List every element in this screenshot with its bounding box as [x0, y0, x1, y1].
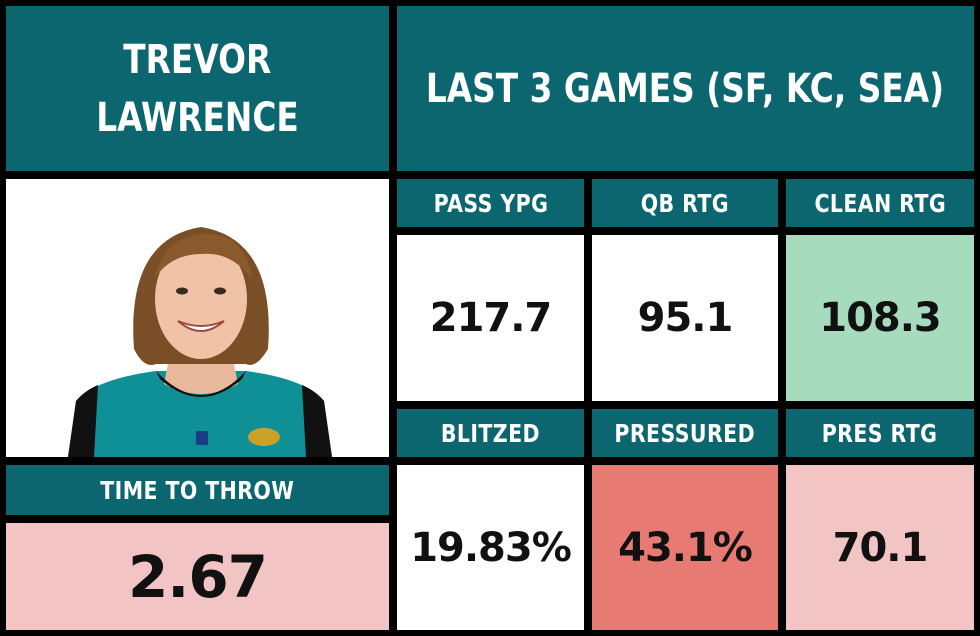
time-to-throw-label-cell: TIME TO THROW [6, 465, 389, 515]
stat-header-qb-rtg: QB RTG [592, 179, 778, 227]
stat-value: 217.7 [429, 295, 553, 341]
player-photo [6, 179, 389, 457]
time-to-throw-value-cell: 2.67 [6, 523, 389, 630]
stat-value-cell-pres-rtg: 70.1 [786, 465, 974, 630]
time-to-throw-value: 2.67 [127, 542, 268, 611]
stat-header-clean-rtg: CLEAN RTG [786, 179, 974, 227]
stat-header-pressured: PRESSURED [592, 409, 778, 457]
stat-value: 108.3 [819, 295, 942, 341]
page-title: LAST 3 GAMES (SF, KC, SEA) [426, 65, 945, 112]
stat-value: 43.1% [618, 524, 753, 571]
stat-value: 95.1 [637, 295, 734, 341]
stat-value-cell-blitzed: 19.83% [397, 465, 584, 630]
player-headshot-icon [68, 227, 332, 457]
stat-value-cell-pressured: 43.1% [592, 465, 778, 630]
time-to-throw-label: TIME TO THROW [100, 475, 295, 505]
stat-label: BLITZED [440, 418, 541, 448]
player-last-name: LAWRENCE [96, 94, 299, 141]
stat-value: 70.1 [832, 524, 929, 571]
stat-header-blitzed: BLITZED [397, 409, 584, 457]
player-name-cell: TREVOR LAWRENCE [6, 6, 389, 171]
page-title-cell: LAST 3 GAMES (SF, KC, SEA) [397, 6, 974, 171]
stat-label: QB RTG [640, 188, 730, 218]
stat-header-pres-rtg: PRES RTG [786, 409, 974, 457]
stat-label: PASS YPG [433, 188, 548, 218]
stat-value-cell-pass-ypg: 217.7 [397, 235, 584, 401]
stat-header-pass-ypg: PASS YPG [397, 179, 584, 227]
stat-value-cell-clean-rtg: 108.3 [786, 235, 974, 401]
stat-value-cell-qb-rtg: 95.1 [592, 235, 778, 401]
player-first-name: TREVOR [123, 36, 272, 83]
stat-value: 19.83% [410, 524, 572, 571]
stat-label: CLEAN RTG [814, 188, 946, 218]
stat-label: PRES RTG [822, 418, 938, 448]
stat-label: PRESSURED [614, 418, 756, 448]
